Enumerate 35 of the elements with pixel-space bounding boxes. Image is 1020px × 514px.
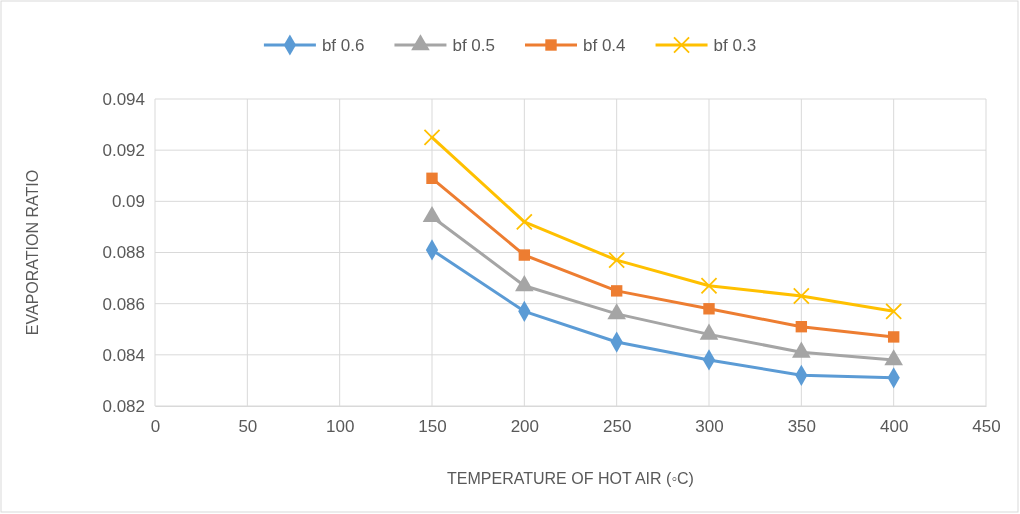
point (426, 172, 438, 185)
legend-label: bf 0.4 (583, 36, 626, 55)
y-tick-label: 0.09 (111, 192, 145, 212)
y-tick-label: 0.086 (102, 294, 145, 314)
y-axis-title: EVAPORATION RATIO (24, 169, 41, 336)
y-tick-label: 0.092 (102, 141, 145, 161)
x-tick-label: 200 (510, 417, 540, 437)
x-tick-label: 450 (972, 417, 1001, 437)
point (792, 287, 810, 305)
point (610, 285, 623, 297)
x-axis-title: TEMPERATURE OF HOT AIR (◦C) (447, 470, 694, 487)
legend-label: bf 0.6 (321, 36, 365, 55)
point (885, 302, 903, 320)
point (518, 249, 531, 261)
x-tick-label: 50 (238, 417, 258, 437)
x-tick-label: 100 (325, 417, 355, 437)
y-tick-label: 0.088 (102, 243, 145, 263)
x-tick-label: 0 (150, 417, 161, 437)
point (795, 320, 808, 333)
x-tick-label: 300 (695, 417, 724, 437)
point (703, 303, 715, 315)
point (515, 213, 533, 231)
y-tick-label: 0.094 (102, 89, 145, 109)
x-tick-label: 150 (418, 417, 447, 437)
point (608, 251, 626, 269)
y-tick-label: 0.084 (102, 345, 145, 365)
x-tick-label: 400 (879, 417, 909, 437)
point (423, 128, 441, 146)
legend-label: bf 0.3 (713, 36, 757, 55)
point (700, 277, 718, 295)
point (887, 331, 900, 343)
x-tick-label: 250 (602, 417, 632, 437)
legend-label: bf 0.5 (452, 36, 495, 55)
x-tick-label: 350 (787, 417, 817, 437)
y-tick-label: 0.082 (102, 396, 145, 416)
